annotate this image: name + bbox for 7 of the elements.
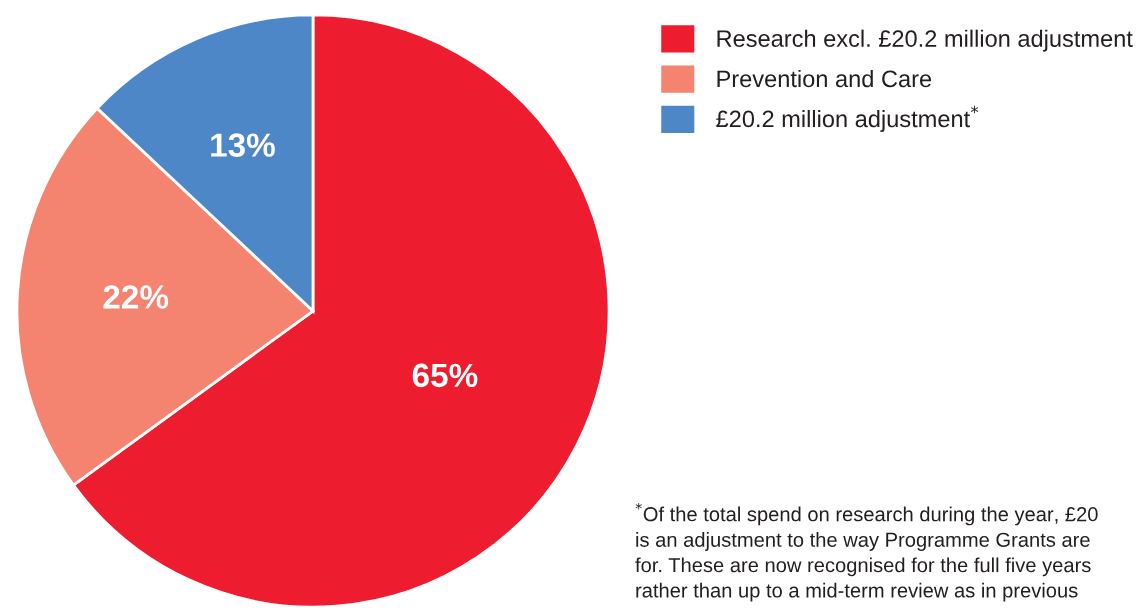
data-label: 22%	[103, 285, 169, 309]
data-label: 65%	[412, 363, 478, 388]
text: $^{*}$Of the total spend on research during the year, £20 is an adjustment to the way Programme Grants are for. These are now recognised for the full five years rather than up to a mid-term review as in previous	[635, 503, 1098, 602]
legend-label: £20.2 million adjustment$^{*}$	[716, 105, 979, 132]
legend-label: Research excl. £20.2 million adjustment	[717, 29, 1133, 52]
legend-label: Prevention and Care	[717, 69, 932, 88]
data-label: 13%	[211, 133, 275, 157]
